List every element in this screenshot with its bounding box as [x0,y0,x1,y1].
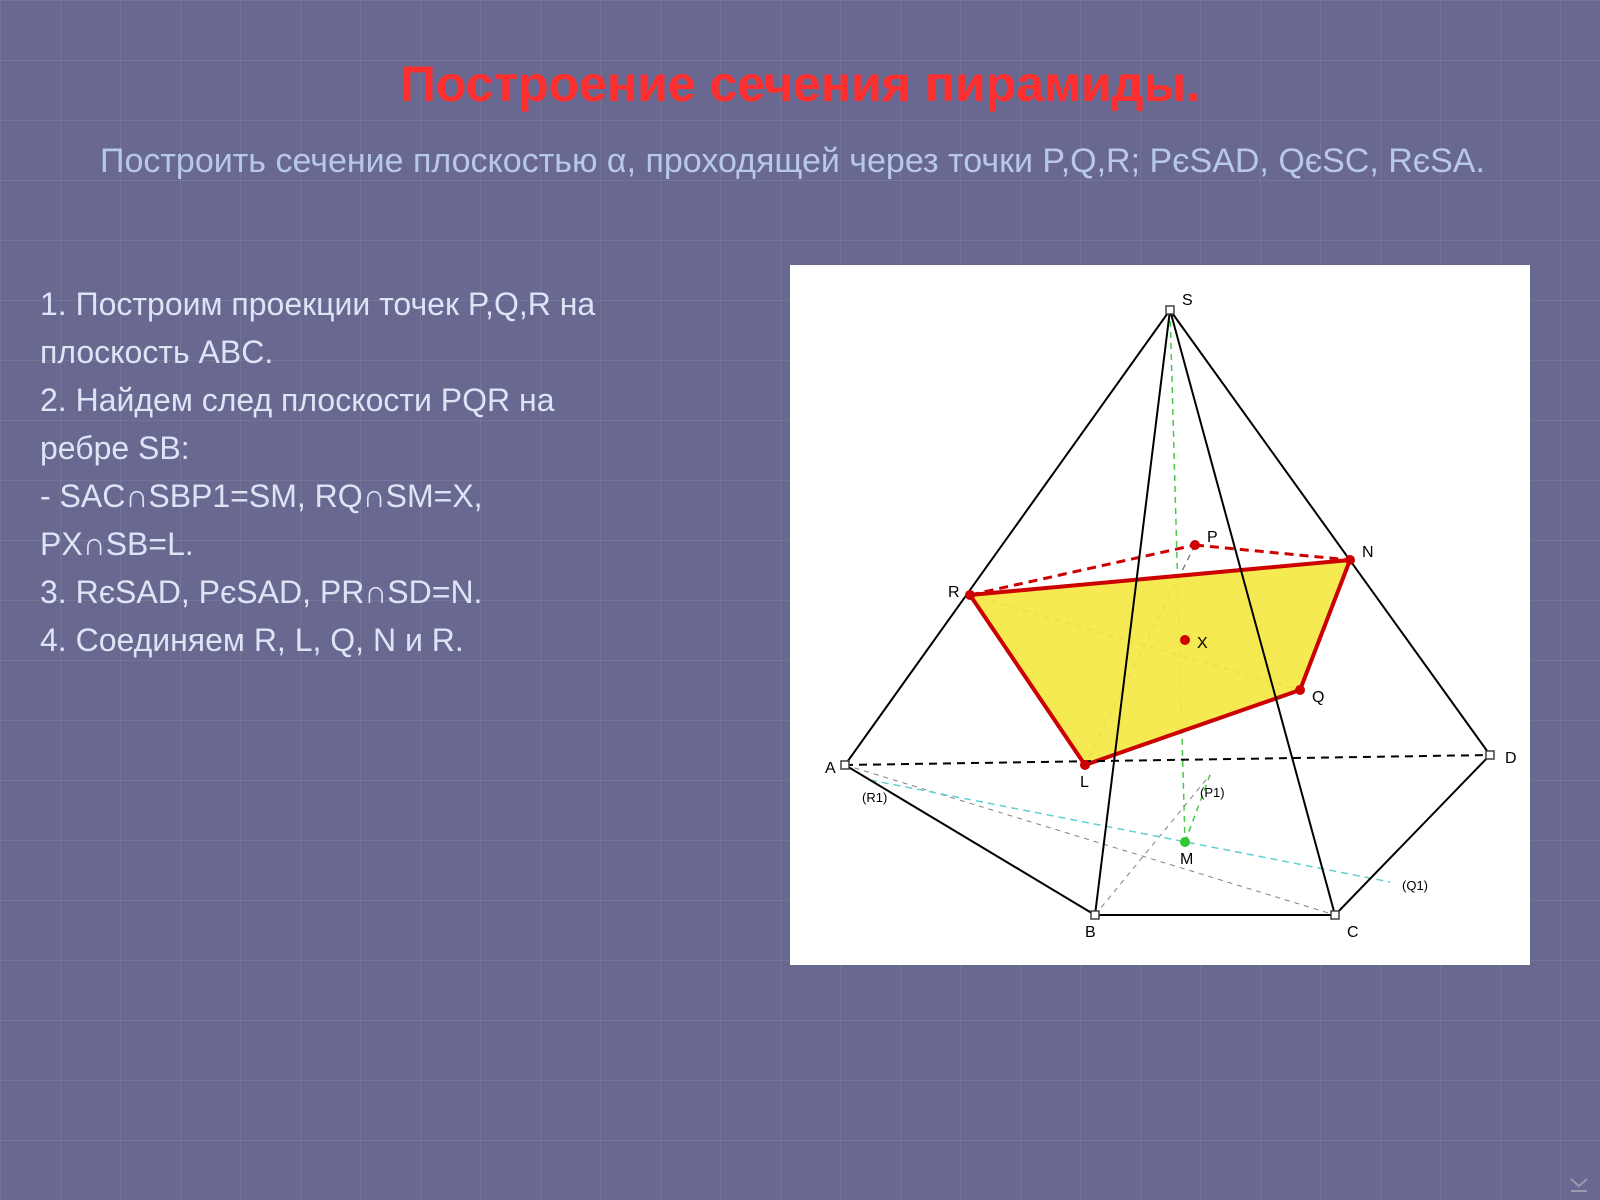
steps-text: 1. Построим проекции точек P,Q,R на плос… [40,286,595,658]
svg-text:P: P [1207,529,1218,546]
title-text: Построение сечения пирамиды. [400,56,1200,112]
svg-text:A: A [825,760,836,777]
svg-text:Q: Q [1312,689,1324,706]
slide-title: Построение сечения пирамиды. [0,0,1600,113]
svg-text:B: B [1085,924,1096,941]
svg-text:C: C [1347,924,1359,941]
svg-text:S: S [1182,292,1193,309]
svg-text:M: M [1180,851,1193,868]
svg-text:X: X [1197,635,1208,652]
svg-text:L: L [1080,774,1089,791]
svg-text:D: D [1505,750,1517,767]
subtitle-text: Построить сечение плоскостью α, проходящ… [100,142,1485,180]
svg-text:(R1): (R1) [862,790,887,805]
svg-text:(Q1): (Q1) [1402,878,1428,893]
steps-text-block: 1. Построим проекции точек P,Q,R на плос… [40,280,640,664]
svg-text:R: R [948,584,960,601]
pyramid-diagram: S A B C D R P N Q L X M (R1) (P1) (Q1) [790,265,1530,965]
slide-subtitle: Построить сечение плоскостью α, проходящ… [0,113,1600,186]
svg-text:N: N [1362,544,1374,561]
diagram-svg: S A B C D R P N Q L X M (R1) (P1) (Q1) [790,265,1530,965]
svg-text:(P1): (P1) [1200,785,1225,800]
scrollbar-indicator-icon [1570,1178,1588,1192]
